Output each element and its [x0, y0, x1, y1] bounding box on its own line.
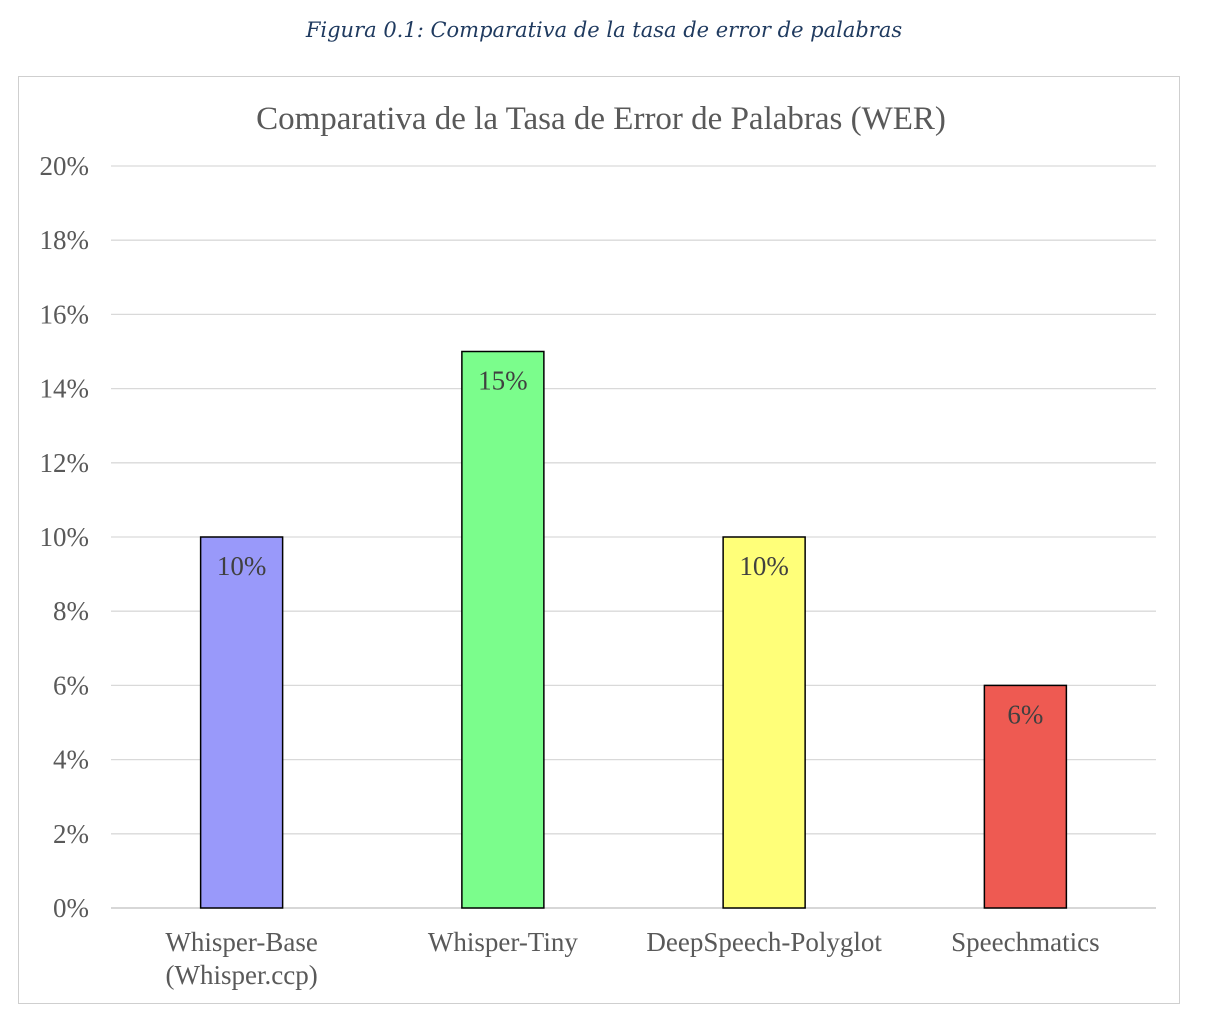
bars	[199, 350, 1068, 909]
chart-title: Comparativa de la Tasa de Error de Palab…	[256, 101, 946, 137]
figure-caption: Figura 0.1: Comparativa de la tasa de er…	[305, 18, 903, 42]
x-tick-label: Whisper-Base	[165, 927, 317, 957]
data-label: 10%	[217, 551, 267, 581]
y-axis: 0% 2% 4% 6% 8% 10% 12% 14% 16% 18% 20%	[40, 151, 90, 923]
x-tick-label: Speechmatics	[951, 927, 1099, 957]
y-tick-label: 18%	[40, 225, 90, 255]
y-tick-label: 0%	[53, 893, 89, 923]
y-tick-label: 4%	[53, 745, 89, 775]
y-tick-label: 16%	[40, 299, 90, 329]
y-tick-label: 8%	[53, 596, 89, 626]
x-tick-label: Whisper-Tiny	[428, 927, 578, 957]
y-tick-label: 14%	[40, 374, 90, 404]
gridlines	[111, 165, 1156, 909]
bar	[722, 536, 806, 909]
data-label: 6%	[1007, 699, 1043, 729]
x-tick-label: (Whisper.ccp)	[166, 960, 318, 990]
y-tick-label: 2%	[53, 819, 89, 849]
x-tick-label: DeepSpeech-Polyglot	[646, 927, 882, 957]
x-axis: Whisper-Base(Whisper.ccp) Whisper-Tiny Dee…	[165, 927, 1099, 990]
y-tick-label: 6%	[53, 670, 89, 700]
y-tick-label: 10%	[40, 522, 90, 552]
value-labels: 10% 15% 10% 6%	[217, 366, 1044, 730]
data-label: 15%	[478, 366, 528, 396]
bar	[983, 684, 1068, 909]
data-label: 10%	[739, 551, 789, 581]
y-tick-label: 12%	[40, 448, 90, 478]
bar	[461, 350, 545, 909]
bar	[199, 536, 284, 909]
chart-frame: Comparativa de la Tasa de Error de Palab…	[18, 76, 1180, 1004]
y-tick-label: 20%	[40, 151, 90, 181]
bar-chart: Comparativa de la Tasa de Error de Palab…	[40, 101, 1156, 990]
